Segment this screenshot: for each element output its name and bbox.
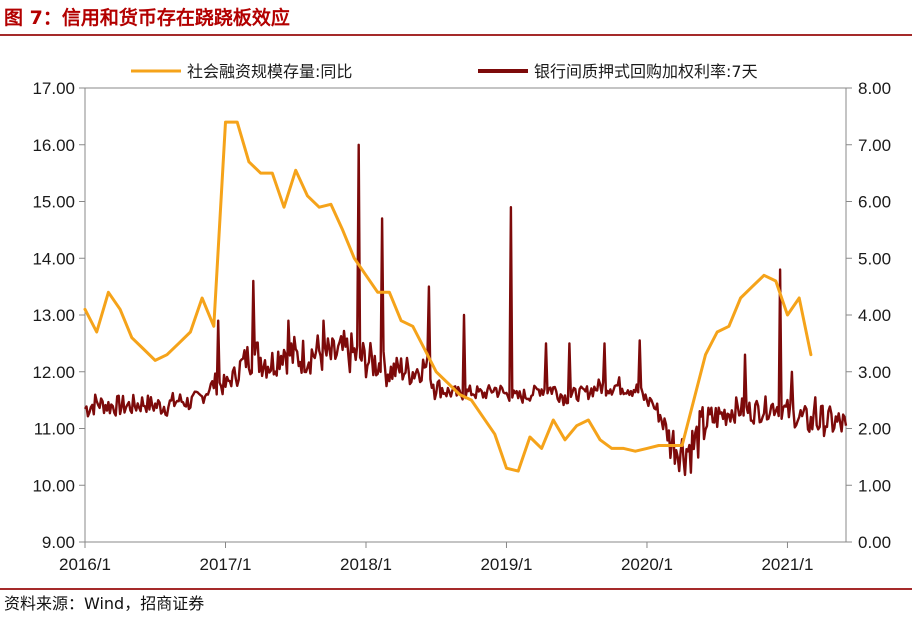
x-tick-label: 2019/1 — [480, 555, 532, 574]
y-left-axis: 9.00 10.00 11.00 12.00 13.00 14.00 15.00 16.00 1… — [32, 79, 85, 552]
y-left-tick-label: 9.00 — [42, 533, 75, 552]
series-layer — [83, 120, 848, 477]
y-right-tick-label: 1.00 — [858, 476, 891, 495]
y-left-tick-label: 15.00 — [32, 193, 75, 212]
legend: 社会融资规模存量:同比 银行间质押式回购加权利率:7天 — [131, 62, 758, 81]
x-tick-label: 2018/1 — [340, 555, 392, 574]
x-axis: 2016/1 2017/1 2018/1 2019/1 2020/1 2021/1 — [59, 542, 813, 574]
y-left-tick-label: 10.00 — [32, 476, 75, 495]
y-right-tick-label: 4.00 — [858, 306, 891, 325]
y-left-tick-label: 17.00 — [32, 79, 75, 98]
y-left-tick-label: 14.00 — [32, 249, 75, 268]
source-note: 资料来源：Wind，招商证券 — [4, 594, 205, 613]
x-tick-label: 2020/1 — [621, 555, 673, 574]
y-right-axis: 0.00 1.00 2.00 3.00 4.00 5.00 6.00 7.00 8.00 — [846, 79, 891, 552]
series-line-social-financing-yoy — [83, 120, 813, 473]
y-right-tick-label: 6.00 — [858, 193, 891, 212]
legend-item-repo-rate-label: 银行间质押式回购加权利率:7天 — [534, 62, 758, 81]
y-right-tick-label: 0.00 — [858, 533, 891, 552]
figure-title: 图 7：信用和货币存在跷跷板效应 — [4, 7, 290, 29]
source-rule — [0, 588, 912, 590]
y-right-tick-label: 2.00 — [858, 420, 891, 439]
x-tick-label: 2021/1 — [761, 555, 813, 574]
y-right-tick-label: 7.00 — [858, 136, 891, 155]
y-left-tick-label: 13.00 — [32, 306, 75, 325]
title-rule — [0, 34, 912, 36]
legend-item-social-financing-label: 社会融资规模存量:同比 — [187, 62, 352, 81]
plot-area-frame — [84, 87, 847, 543]
x-tick-label: 2017/1 — [199, 555, 251, 574]
y-left-tick-label: 16.00 — [32, 136, 75, 155]
y-right-tick-label: 3.00 — [858, 363, 891, 382]
y-left-tick-label: 12.00 — [32, 363, 75, 382]
x-tick-label: 2016/1 — [59, 555, 111, 574]
credit-money-line-chart: 社会融资规模存量:同比 银行间质押式回购加权利率:7天 9.00 10.00 11.0… — [32, 62, 891, 574]
y-right-tick-label: 5.00 — [858, 249, 891, 268]
y-left-tick-label: 11.00 — [34, 420, 75, 439]
y-right-tick-label: 8.00 — [858, 79, 891, 98]
